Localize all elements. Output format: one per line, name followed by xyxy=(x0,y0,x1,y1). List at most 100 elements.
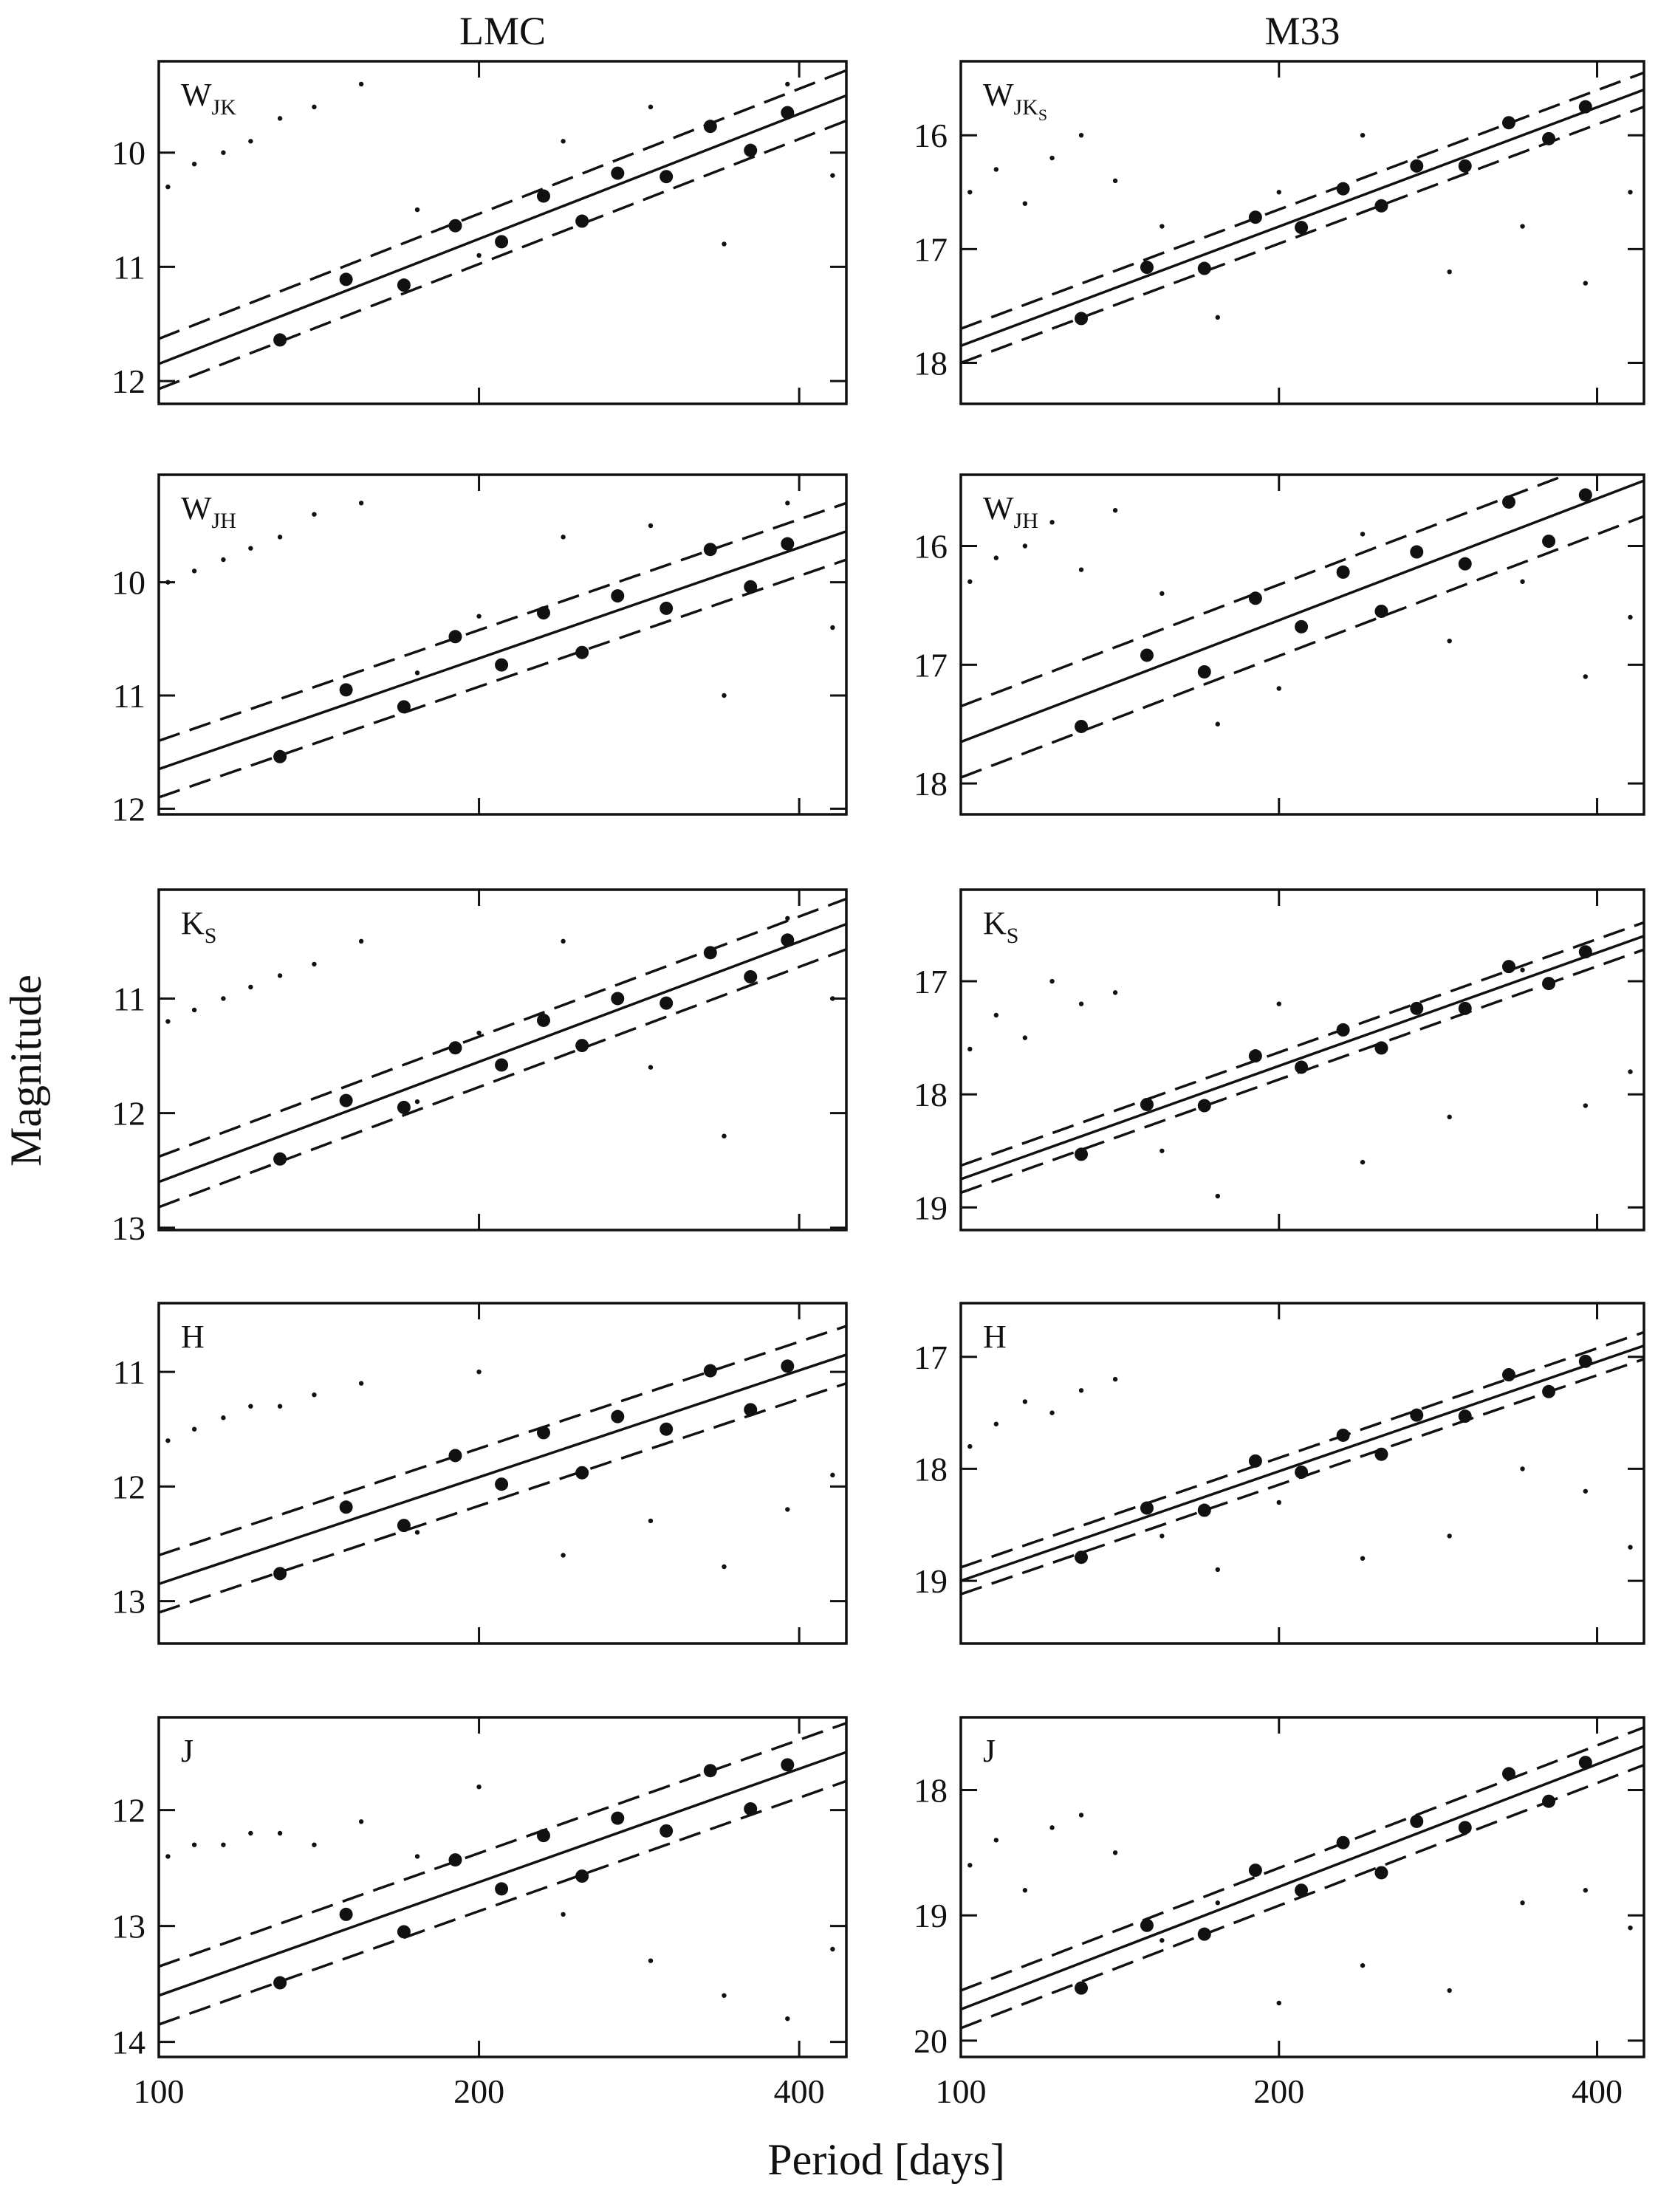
large-point xyxy=(660,601,674,615)
large-point xyxy=(1295,221,1309,235)
small-point xyxy=(277,1830,283,1836)
large-point xyxy=(273,749,287,763)
x-tick-label: 100 xyxy=(134,2072,185,2110)
small-point xyxy=(722,693,727,698)
large-point xyxy=(495,1477,509,1491)
y-tick-label: 13 xyxy=(112,1583,145,1621)
large-point xyxy=(339,1093,353,1107)
small-point xyxy=(248,546,253,551)
panel-label: KS xyxy=(983,905,1018,948)
small-point xyxy=(1078,1813,1084,1818)
small-point xyxy=(1112,178,1118,184)
small-point xyxy=(1049,978,1055,984)
small-point xyxy=(1276,190,1281,195)
large-point xyxy=(1336,565,1350,579)
small-point xyxy=(1112,990,1118,995)
small-point xyxy=(830,1946,835,1952)
column-title: LMC xyxy=(459,9,546,53)
x-tick-label: 100 xyxy=(936,2072,987,2110)
fit-line xyxy=(961,935,1644,1181)
small-point xyxy=(414,1854,420,1859)
small-point xyxy=(561,1912,566,1917)
large-point xyxy=(1140,648,1154,662)
panel: 16 17 18 M33 WJKS xyxy=(914,9,1645,405)
small-point xyxy=(414,1530,420,1535)
large-point xyxy=(1578,488,1592,502)
small-point xyxy=(648,1958,654,1963)
plot-area xyxy=(961,71,1644,365)
panel-frame xyxy=(157,60,848,405)
x-tick-label: 400 xyxy=(774,2072,825,2110)
small-point xyxy=(1520,579,1525,584)
small-point xyxy=(191,1007,197,1013)
panel-label: H xyxy=(983,1319,1007,1355)
small-point xyxy=(830,1472,835,1478)
small-point xyxy=(1520,967,1525,972)
large-point xyxy=(448,1041,462,1055)
panel-label-main: W xyxy=(983,77,1014,113)
small-point xyxy=(1078,1388,1084,1393)
small-point xyxy=(312,512,317,517)
panel-label-main: J xyxy=(983,1733,996,1769)
panel-label-sub: JK xyxy=(1014,95,1039,120)
large-point xyxy=(1374,1447,1388,1461)
large-point xyxy=(781,537,795,551)
small-point xyxy=(785,2016,790,2022)
y-tick-label: 20 xyxy=(914,2022,948,2060)
panel-label-main: W xyxy=(181,490,212,526)
small-point xyxy=(221,150,226,155)
panel-label-sub: JH xyxy=(212,509,236,533)
small-point xyxy=(722,1564,727,1570)
large-point xyxy=(1248,210,1262,224)
large-point xyxy=(1410,1408,1424,1422)
large-point xyxy=(339,1500,353,1514)
large-point xyxy=(1374,199,1388,213)
dashed-fit-line xyxy=(159,897,846,1158)
y-tick-label: 17 xyxy=(914,963,948,1000)
small-point xyxy=(1215,1567,1220,1573)
small-point xyxy=(191,1842,197,1847)
panel-label-main: H xyxy=(983,1319,1007,1355)
fit-line xyxy=(159,530,846,771)
panel-frame xyxy=(959,1302,1645,1645)
panel-label-main: W xyxy=(181,77,212,113)
small-point xyxy=(785,1507,790,1512)
dashed-fit-line xyxy=(961,1725,1644,1992)
small-point xyxy=(648,523,654,529)
y-axis-label: Magnitude xyxy=(1,975,50,1167)
small-point xyxy=(993,1421,999,1426)
large-point xyxy=(611,992,625,1006)
panel-label-main: W xyxy=(983,490,1014,526)
large-point xyxy=(1295,619,1309,633)
column-title: M33 xyxy=(1264,9,1340,53)
small-point xyxy=(722,241,727,247)
large-point xyxy=(611,589,625,603)
small-point xyxy=(1159,1937,1165,1943)
dashed-fit-line xyxy=(159,948,846,1209)
fit-line xyxy=(961,479,1644,743)
large-point xyxy=(575,1869,589,1883)
small-point xyxy=(358,1381,364,1386)
small-point xyxy=(1628,1545,1633,1550)
panel: 17 18 19 H xyxy=(914,1302,1645,1645)
small-point xyxy=(277,1404,283,1409)
large-point xyxy=(660,996,674,1010)
y-tick-label: 18 xyxy=(914,1076,948,1113)
small-point xyxy=(1022,1888,1028,1893)
dashed-fit-line xyxy=(159,1722,846,1968)
large-point xyxy=(575,214,589,228)
y-tick-label: 18 xyxy=(914,1450,948,1488)
large-point xyxy=(660,170,674,184)
panel-label-main: K xyxy=(181,905,205,941)
large-point xyxy=(495,1058,509,1072)
large-point xyxy=(1410,1814,1424,1828)
large-point xyxy=(448,219,462,233)
small-point xyxy=(1276,2000,1281,2006)
large-point xyxy=(1501,960,1515,974)
large-point xyxy=(1458,1821,1472,1835)
fit-line xyxy=(159,1353,846,1585)
small-point xyxy=(1360,1962,1366,1968)
small-point xyxy=(165,1854,171,1859)
small-point xyxy=(1520,1466,1525,1471)
